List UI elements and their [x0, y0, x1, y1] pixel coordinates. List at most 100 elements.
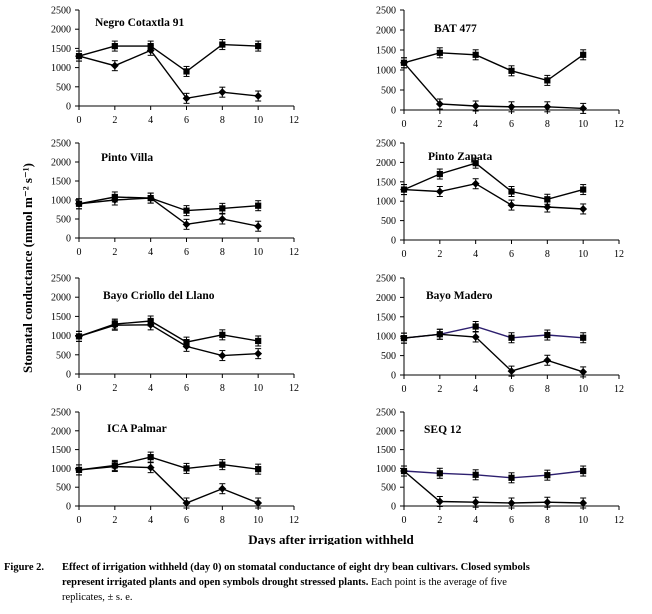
data-point-irrigated	[255, 466, 262, 473]
data-point-irrigated	[219, 461, 226, 468]
y-tick-label: 2000	[376, 293, 396, 304]
y-tick-label: 500	[56, 82, 71, 93]
caption-line-1: Figure 2. Effect of irrigation withheld (…	[4, 560, 648, 575]
data-point-stressed	[579, 205, 588, 213]
y-tick-label: 2000	[51, 158, 71, 169]
y-tick-label: 500	[381, 216, 396, 227]
x-tick-label: 2	[112, 115, 117, 126]
data-point-stressed	[218, 351, 227, 360]
y-tick-label: 1500	[376, 46, 396, 57]
x-tick-label: 2	[437, 515, 442, 526]
data-point-stressed	[75, 52, 83, 60]
data-point-irrigated	[183, 207, 190, 214]
data-point-irrigated	[472, 323, 479, 330]
y-tick-label: 0	[391, 502, 396, 513]
x-tick-label: 10	[253, 515, 263, 526]
data-point-irrigated	[436, 49, 443, 56]
y-tick-label: 0	[66, 234, 71, 245]
series-line-irrigated	[403, 470, 584, 479]
x-tick-label: 6	[509, 249, 514, 260]
data-point-stressed	[435, 187, 444, 196]
data-point-stressed	[543, 102, 552, 111]
x-tick-label: 8	[220, 515, 225, 526]
data-point-stressed	[182, 94, 191, 103]
x-tick-label: 2	[112, 383, 117, 394]
data-point-irrigated	[544, 331, 551, 339]
data-point-stressed	[218, 215, 227, 223]
x-tick-label: 0	[402, 249, 407, 260]
y-tick-label: 2500	[376, 6, 396, 17]
panel-title: Pinto Villa	[101, 152, 153, 164]
panel-title: ICA Palmar	[107, 423, 167, 435]
panel-6: 0 500 1000 1500 2000 2500 0 2 4 6 8 10 12 Bayo Madero	[376, 274, 624, 396]
x-tick-label: 12	[614, 119, 624, 130]
x-tick-label: 6	[184, 115, 189, 126]
x-tick-label: 0	[77, 383, 82, 394]
y-tick-label: 2000	[51, 426, 71, 437]
data-point-stressed	[146, 320, 155, 329]
y-tick-label: 0	[391, 371, 396, 382]
y-tick-label: 0	[391, 106, 396, 117]
y-tick-label: 500	[56, 483, 71, 494]
y-tick-label: 500	[381, 86, 396, 97]
x-tick-label: 10	[578, 119, 588, 130]
y-tick-label: 2500	[51, 408, 71, 419]
x-tick-label: 12	[289, 115, 299, 126]
data-point-stressed	[400, 334, 408, 343]
series-line-irrigated	[78, 196, 259, 212]
y-tick-label: 2500	[376, 274, 396, 285]
data-point-irrigated	[508, 188, 515, 195]
data-point-irrigated	[436, 170, 443, 178]
data-point-irrigated	[508, 334, 515, 341]
x-tick-label: 4	[473, 515, 478, 526]
data-point-irrigated	[508, 67, 515, 74]
y-tick-label: 0	[66, 502, 71, 513]
panel-2: 0 500 1000 1500 2000 2500 0 2 4 6 8 10 12 BAT 477	[376, 6, 624, 131]
data-point-stressed	[254, 222, 263, 231]
data-point-stressed	[579, 104, 588, 113]
data-point-stressed	[435, 330, 444, 339]
x-tick-label: 8	[220, 247, 225, 258]
y-tick-label: 500	[56, 215, 71, 226]
data-point-stressed	[182, 499, 191, 507]
data-point-stressed	[400, 467, 408, 475]
x-tick-label: 0	[77, 115, 82, 126]
y-tick-label: 0	[391, 236, 396, 247]
data-point-irrigated	[544, 472, 551, 479]
x-tick-label: 2	[437, 384, 442, 395]
y-tick-label: 1000	[376, 197, 396, 208]
caption-line-3: replicates, ± s. e.	[62, 592, 133, 603]
panel-5: 0 500 1000 1500 2000 2500 0 2 4 6 8 10 12 Bayo Crioll…	[51, 274, 299, 395]
x-tick-label: 2	[112, 247, 117, 258]
y-tick-label: 1000	[51, 63, 71, 74]
data-point-stressed	[110, 321, 119, 330]
data-point-stressed	[543, 356, 552, 365]
data-point-stressed	[110, 462, 119, 471]
data-point-irrigated	[255, 337, 262, 345]
series-line-irrigated	[78, 456, 259, 471]
shared-y-axis-label: Stomatal conductance (mmol m⁻² s⁻¹)	[20, 163, 35, 373]
y-tick-label: 2500	[51, 139, 71, 150]
y-tick-label: 2000	[376, 26, 396, 37]
x-tick-label: 10	[578, 384, 588, 395]
data-point-irrigated	[219, 41, 226, 48]
panel-title: Bayo Madero	[426, 290, 493, 302]
y-tick-label: 2000	[51, 25, 71, 36]
data-point-irrigated	[255, 202, 262, 209]
series-line-stressed	[78, 324, 259, 357]
data-point-irrigated	[147, 454, 154, 461]
x-tick-label: 12	[289, 515, 299, 526]
caption-text-2-bold: represent irrigated plants and open symb…	[62, 577, 369, 588]
y-tick-label: 500	[56, 350, 71, 361]
data-point-stressed	[471, 102, 480, 110]
panel-3: 0 500 1000 1500 2000 2500 0 2 4 6 8 10 12 Pinto Villa	[51, 139, 299, 259]
series-line-stressed	[403, 182, 584, 210]
x-tick-label: 8	[220, 115, 225, 126]
x-tick-label: 6	[509, 515, 514, 526]
shared-x-axis-label: Days after irrigation withheld	[248, 532, 414, 545]
x-tick-label: 2	[437, 119, 442, 130]
x-tick-label: 10	[578, 515, 588, 526]
data-point-stressed	[75, 332, 83, 341]
